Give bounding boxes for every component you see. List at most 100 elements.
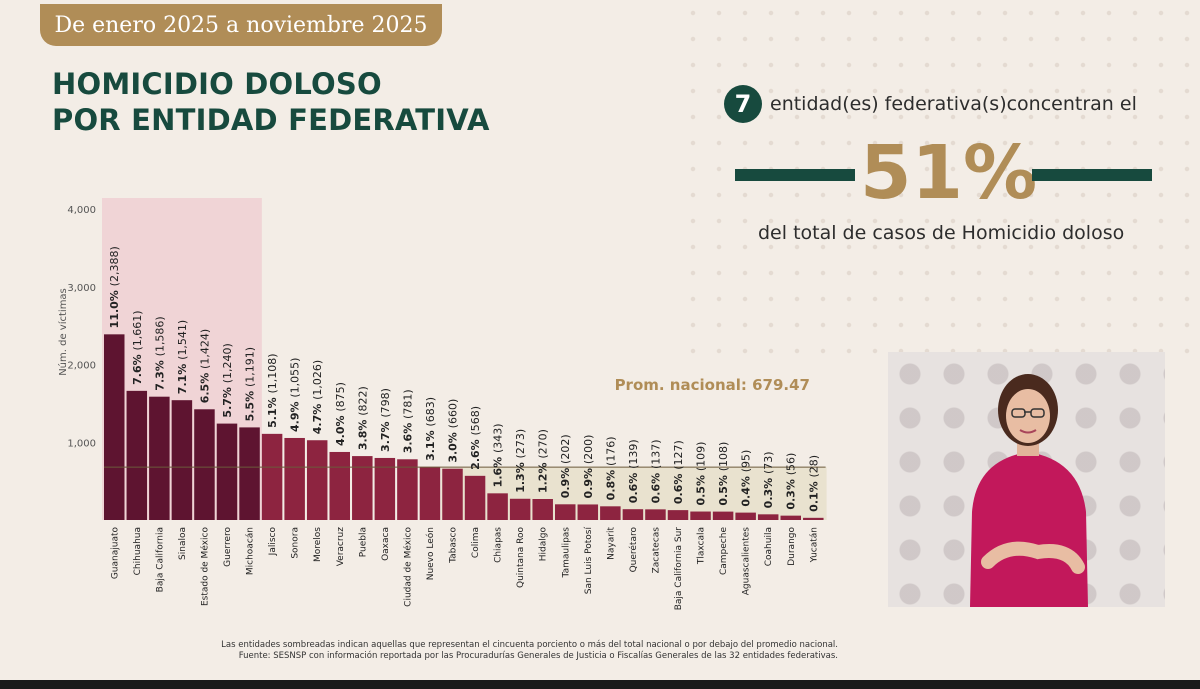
summary-text-before: entidad(es) federativa(s)concentran el: [770, 93, 1137, 115]
category-label: Sinaloa: [178, 527, 188, 560]
bar: [239, 427, 260, 520]
category-label: Tabasco: [449, 527, 459, 564]
data-label-percentage: 4.7%: [311, 400, 324, 434]
bar: [126, 390, 148, 520]
data-label-count: (200): [582, 435, 595, 465]
sign-language-interpreter-image: [970, 374, 1088, 607]
data-label: 4.0% (875): [334, 382, 347, 446]
data-label: 0.3% (56): [785, 453, 798, 510]
date-range-text: De enero 2025 a noviembre 2025: [54, 12, 428, 38]
data-label-percentage: 5.7%: [221, 383, 234, 417]
category-label: Veracruz: [336, 527, 346, 567]
data-label-percentage: 11.0%: [108, 286, 121, 328]
data-label-percentage: 0.6%: [627, 469, 640, 503]
data-label-count: (176): [604, 436, 617, 466]
data-label: 3.8% (822): [356, 386, 369, 450]
category-label: Tlaxcala: [697, 527, 707, 565]
data-label: 5.7% (1,240): [221, 343, 234, 417]
bar: [306, 440, 328, 520]
data-label-percentage: 0.1%: [807, 477, 820, 511]
data-label: 7.3% (1,586): [153, 316, 166, 390]
bar: [261, 433, 283, 520]
bar: [509, 498, 531, 520]
category-label: Zacatecas: [651, 527, 661, 574]
data-label-count: (875): [334, 382, 347, 412]
data-label-percentage: 4.0%: [334, 412, 347, 446]
category-label: Michoacán: [246, 527, 256, 575]
summary-percentage: 51%: [860, 130, 1038, 216]
data-label-percentage: 0.8%: [604, 466, 617, 500]
bar: [216, 423, 238, 520]
data-label-count: (73): [762, 451, 775, 474]
y-axis-label: Núm. de víctimas: [57, 288, 69, 376]
data-label-percentage: 7.6%: [131, 351, 144, 385]
data-label-percentage: 3.6%: [401, 419, 414, 453]
y-tick-label: 3,000: [67, 283, 96, 294]
data-label-percentage: 1.3%: [514, 458, 527, 492]
data-label-count: (1,026): [311, 360, 324, 400]
page-title-line1: HOMICIDIO DOLOSO: [52, 67, 382, 101]
data-label-count: (660): [447, 399, 460, 429]
data-label-count: (781): [401, 389, 414, 419]
data-label-percentage: 7.3%: [153, 356, 166, 390]
data-label-count: (270): [537, 429, 550, 459]
data-label-percentage: 0.6%: [672, 470, 685, 504]
category-label: Sonora: [291, 527, 301, 559]
category-label: Ciudad de México: [402, 527, 413, 607]
data-label-percentage: 1.2%: [537, 459, 550, 493]
bar: [622, 509, 644, 520]
bar: [487, 493, 508, 520]
state-count: 7: [734, 90, 752, 118]
category-label: Estado de México: [199, 527, 210, 607]
data-label-count: (28): [807, 455, 820, 478]
data-label: 5.1% (1,108): [266, 353, 279, 427]
data-label: 0.9% (202): [559, 434, 572, 498]
category-label: Baja California: [155, 527, 165, 592]
category-label: San Luis Potosí: [584, 527, 594, 595]
data-label-count: (139): [627, 439, 640, 469]
category-label: Chiapas: [494, 527, 504, 563]
category-label: Jalisco: [268, 527, 278, 557]
category-label: Guerrero: [223, 527, 233, 567]
data-label-percentage: 3.8%: [356, 416, 369, 450]
data-label: 4.7% (1,026): [311, 360, 324, 434]
data-label-count: (56): [785, 453, 798, 476]
footnote-shading-note: Las entidades sombreadas indican aquella…: [221, 640, 838, 650]
category-label: Nayarit: [606, 527, 616, 560]
bar: [555, 504, 576, 520]
bar: [194, 409, 215, 520]
data-label-count: (1,108): [266, 353, 279, 393]
bar: [645, 509, 666, 520]
data-label-count: (1,055): [289, 358, 302, 398]
data-label-count: (2,388): [108, 246, 121, 286]
data-label-count: (1,586): [153, 316, 166, 356]
summary-text-after: del total de casos de Homicidio doloso: [758, 222, 1125, 244]
category-label: Quintana Roo: [516, 527, 526, 588]
data-label: 7.6% (1,661): [131, 310, 144, 384]
data-label-percentage: 0.3%: [785, 475, 798, 509]
category-label: Guanajuato: [110, 527, 120, 580]
sign-language-interpreter-panel: [888, 352, 1165, 607]
bar-chart: 1,000 2,000 3,000 4,000 Núm. de víctimas Prom…: [57, 198, 827, 610]
data-label-count: (127): [672, 440, 685, 470]
data-label: 0.6% (127): [672, 440, 685, 504]
data-label: 0.5% (109): [695, 442, 708, 506]
data-label-percentage: 0.5%: [717, 471, 730, 505]
data-label-count: (1,191): [244, 347, 257, 387]
data-label-count: (109): [695, 442, 708, 472]
y-tick-label: 4,000: [67, 205, 96, 216]
data-label-count: (1,541): [176, 320, 189, 360]
bar: [600, 506, 621, 520]
bar: [104, 334, 125, 520]
bar: [780, 515, 801, 520]
footnote-source: Fuente: SESNSP con información reportada…: [238, 651, 838, 661]
category-label: Colima: [471, 527, 481, 558]
category-label: Tamaulipas: [561, 527, 571, 579]
summary-line: 7 entidad(es) federativa(s)concentran el: [724, 84, 1137, 124]
data-label: 1.6% (343): [492, 423, 505, 487]
bar: [690, 511, 711, 520]
data-label: 3.7% (798): [379, 388, 392, 452]
data-label-percentage: 1.6%: [492, 453, 505, 487]
data-label-percentage: 3.1%: [424, 427, 437, 461]
data-label: 3.0% (660): [447, 399, 460, 463]
